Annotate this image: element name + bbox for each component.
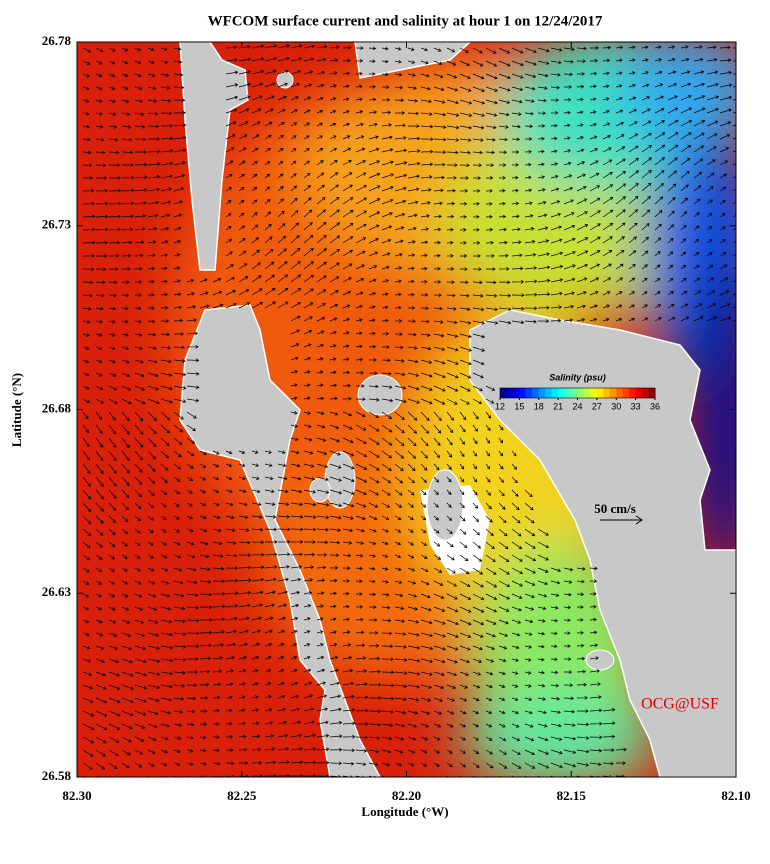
colorbar-tick-label: 18 [534,401,544,411]
x-tick-label: 82.25 [227,788,257,803]
colorbar-title: Salinity (psu) [549,372,606,382]
chart-title: WFCOM surface current and salinity at ho… [208,13,603,29]
colorbar-cell [564,388,572,398]
x-tick-label: 82.15 [557,788,587,803]
colorbar-tick-label: 36 [650,401,660,411]
salinity-field [77,42,736,777]
scale-arrow [600,515,643,525]
colorbar-cell [525,388,533,398]
colorbar-tick-label: 30 [611,401,621,411]
colorbar-cell [532,388,540,398]
colorbar-cell [558,388,566,398]
x-axis-label: Longitude (°W) [361,804,448,819]
colorbar-cell [603,388,611,398]
colorbar-cell [512,388,520,398]
y-axis-label: Latitude (°N) [9,373,24,447]
y-tick-label: 26.78 [42,33,72,48]
colorbar-cell [500,388,507,398]
colorbar: Salinity (psu) 12 15 18 21 24 27 30 33 36 [495,372,660,411]
vector-arrows [82,44,736,777]
colorbar-cell [571,388,578,398]
y-tick-label: 26.73 [42,217,72,232]
x-tick-label: 82.10 [721,788,750,803]
colorbar-cell [635,388,643,398]
x-tick-label: 82.30 [62,788,91,803]
colorbar-cell [577,388,585,398]
colorbar-cell [583,388,591,398]
x-tick-label: 82.20 [392,788,421,803]
credit: OCG@USF [641,696,719,713]
colorbar-cell [506,388,514,398]
y-tick-label: 26.68 [42,400,72,415]
scale-label: 50 cm/s [594,501,636,516]
colorbar-cell [609,388,617,398]
colorbar-cell [538,388,546,398]
colorbar-tick-label: 15 [514,401,524,411]
colorbar-tick-label: 12 [495,401,505,411]
colorbar-cell [596,388,604,398]
colorbar-cell [629,388,637,398]
y-tick-label: 26.58 [42,768,72,783]
current-vectors [82,44,736,777]
colorbar-cell [622,388,630,398]
colorbar-cell [519,388,527,398]
colorbar-cell [590,388,598,398]
colorbar-tick-label: 33 [631,401,641,411]
colorbar-cell [642,388,650,398]
colorbar-cell [551,388,559,398]
colorbar-cell [648,388,656,398]
colorbar-tick-label: 24 [572,401,582,411]
colorbar-cell [616,388,624,398]
colorbar-cell [545,388,553,398]
colorbar-tick-label: 21 [553,401,563,411]
colorbar-tick-label: 27 [592,401,602,411]
y-tick-label: 26.63 [42,584,72,599]
